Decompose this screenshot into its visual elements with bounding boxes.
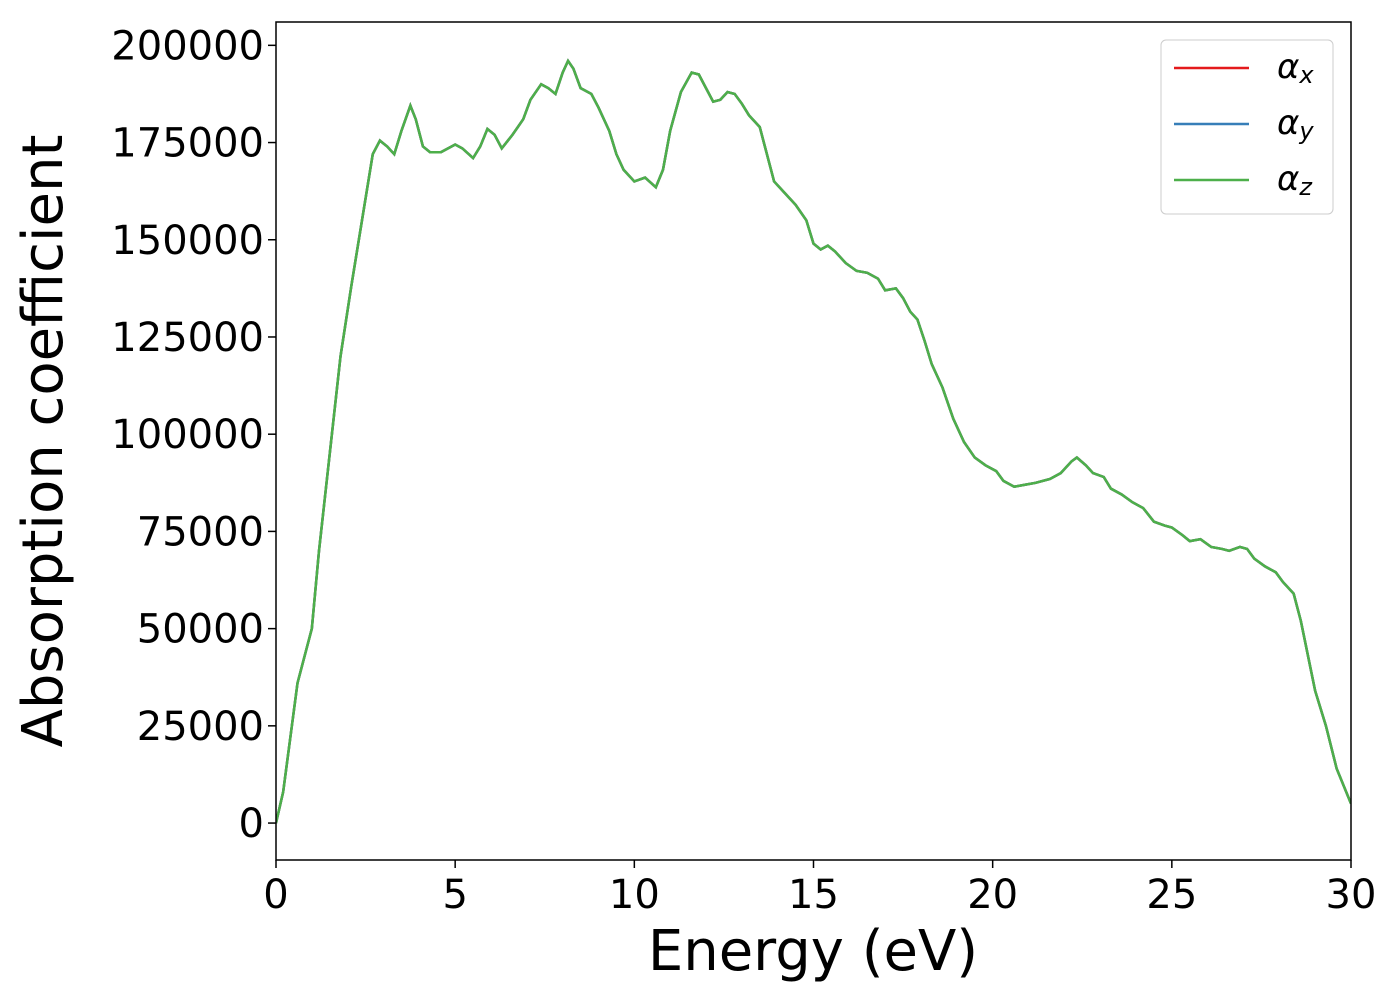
y-tick-label: 200000	[111, 23, 264, 69]
y-tick-label: 150000	[111, 218, 264, 264]
legend-label: αx	[1277, 47, 1314, 90]
legend-label: αy	[1277, 103, 1314, 146]
y-tick-label: 0	[239, 801, 264, 847]
x-tick-label: 10	[609, 872, 660, 918]
y-tick-label: 175000	[111, 121, 264, 167]
x-tick-label: 0	[263, 872, 288, 918]
plot-frame	[275, 21, 1352, 861]
y-tick-label: 25000	[137, 704, 264, 750]
x-tick-label: 30	[1326, 872, 1377, 918]
y-tick-label: 75000	[137, 509, 264, 555]
data-line	[276, 58, 1351, 824]
y-axis-label: Absorption coefficient	[11, 135, 76, 748]
legend: αx αy αz	[1160, 39, 1334, 215]
y-tick-label: 100000	[111, 412, 264, 458]
x-tick-label: 15	[788, 872, 839, 918]
y-tick-label: 50000	[137, 607, 264, 653]
x-tick-label: 20	[967, 872, 1018, 918]
x-axis-label: Energy (eV)	[648, 919, 978, 984]
legend-label: αz	[1277, 159, 1313, 202]
y-tick-label: 125000	[111, 315, 264, 361]
x-tick-label: 25	[1146, 872, 1197, 918]
x-tick-label: 5	[442, 872, 467, 918]
legend-box	[1160, 39, 1334, 215]
